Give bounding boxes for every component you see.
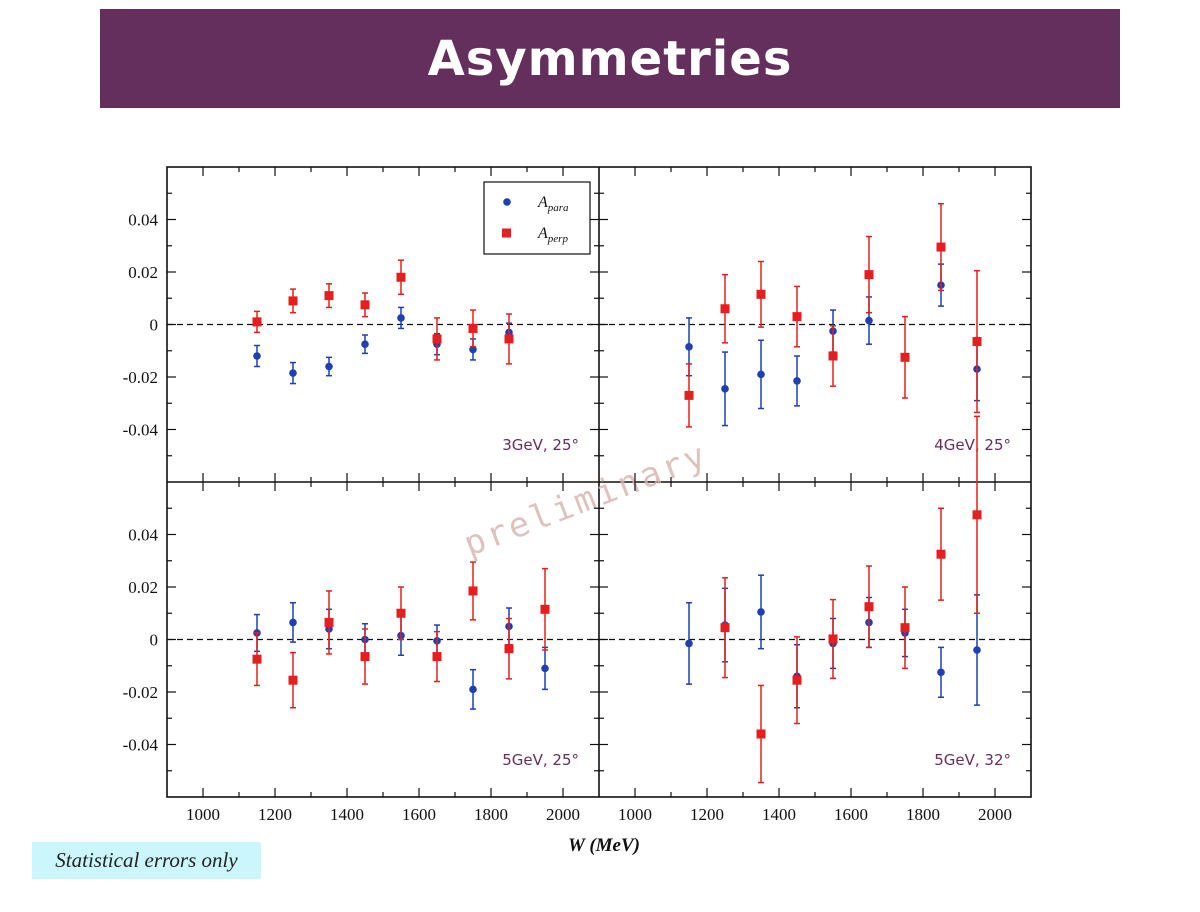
para-point [757,608,765,616]
perp-point [252,317,262,327]
perp-point [828,634,838,644]
para-point [253,352,261,360]
x-axis-label: W (MeV) [568,835,640,856]
legend-para-marker [503,198,511,206]
legend-perp-marker [502,228,511,238]
perp-point [792,675,802,685]
para-point [721,385,729,393]
para-point [937,668,945,677]
para-point [973,646,981,654]
para-point [541,664,549,673]
para-point [289,369,297,377]
panel-label: 4GeV, 25° [934,436,1011,454]
perp-point [684,390,694,400]
x-tick-label: 1200 [690,805,724,824]
x-tick-label: 1000 [618,805,652,824]
perp-point [864,270,874,280]
note-text: Statistical errors only [55,848,238,872]
x-tick-label: 1400 [762,805,796,824]
para-point [397,314,405,322]
perp-point [396,608,406,618]
para-point [793,377,801,385]
perp-point [900,352,910,362]
perp-point [900,623,910,633]
y-tick-label: -0.02 [123,683,158,702]
perp-point [324,291,334,301]
panel-label: 3GeV, 25° [502,436,579,454]
para-point [289,618,297,627]
perp-point [756,289,766,299]
x-tick-label: 1000 [186,805,220,824]
perp-point [504,334,514,344]
perp-point [540,604,550,614]
perp-point [720,304,730,314]
legend-label-para: Apara [537,194,569,214]
y-tick-label: -0.04 [123,421,159,440]
y-tick-label: 0.02 [128,263,158,282]
panel-4: 5GeV, 32° [599,415,1031,797]
panel-2: 4GeV, 25° [599,167,1031,482]
panel-1: -0.04 -0.02 0 0.02 0.04 3GeV, 25° [123,167,599,482]
perp-point [756,729,766,739]
y-tick-label: 0.04 [128,526,158,545]
perp-point [396,272,406,282]
preliminary-watermark: preliminary [458,435,713,565]
y-tick-label: 0.04 [128,211,158,230]
perp-point [720,623,730,633]
y-tick-label: 0.02 [128,578,158,597]
perp-point [468,323,478,333]
note-box: Statistical errors only [32,842,261,879]
perp-point [360,300,370,310]
panel-3: -0.04 -0.02 0 0.02 0.04 5GeV, 25° [123,482,599,797]
legend-box [483,181,591,255]
perp-point [432,652,442,662]
x-tick-label: 2000 [978,805,1012,824]
para-point [325,362,333,371]
perp-point [972,337,982,347]
y-tick-label: -0.02 [123,368,158,387]
panel-label: 5GeV, 32° [934,751,1011,769]
x-tick-label: 2000 [546,805,580,824]
para-point [685,343,693,351]
perp-point [288,675,298,685]
perp-point [936,549,946,559]
perp-point [828,351,838,361]
legend: Apara Aperp [483,181,591,255]
x-tick-label: 1200 [258,805,292,824]
perp-point [468,586,478,596]
x-tick-label: 1400 [330,805,364,824]
x-tick-label: 1800 [474,805,508,824]
perp-point [252,654,262,664]
perp-point [792,312,802,322]
page-title: Asymmetries [427,30,793,87]
perp-point [360,652,370,662]
perp-point [432,334,442,344]
para-point [469,685,477,694]
y-tick-label: 0 [150,316,159,335]
perp-point [288,296,298,306]
title-banner: Asymmetries [100,9,1120,108]
x-tick-label: 1600 [834,805,868,824]
perp-point [864,602,874,612]
para-point [685,639,693,648]
para-point [757,370,765,379]
para-point [361,340,369,348]
perp-point [972,510,982,520]
legend-label-perp: Aperp [537,225,568,245]
perp-point [324,617,334,627]
panel-label: 5GeV, 25° [502,751,579,769]
perp-point [504,644,514,654]
x-tick-label: 1600 [402,805,436,824]
perp-point [936,242,946,252]
x-tick-label: 1800 [906,805,940,824]
para-point [865,316,873,325]
y-tick-label: -0.04 [123,736,159,755]
y-tick-label: 0 [150,631,159,650]
